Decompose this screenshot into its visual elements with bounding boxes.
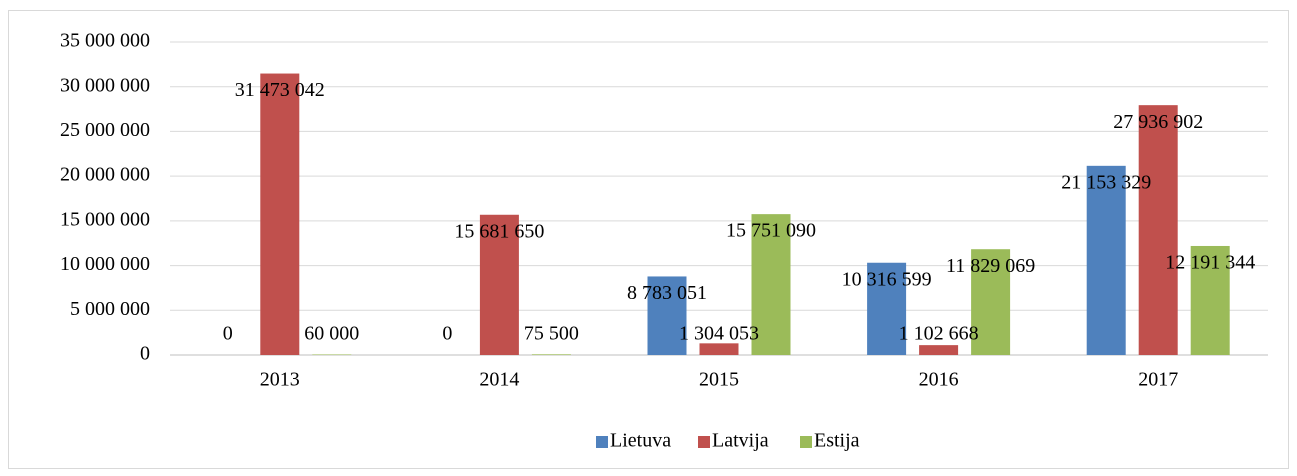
legend-swatch	[698, 436, 710, 448]
x-tick-label: 2015	[699, 369, 739, 391]
bar	[751, 214, 791, 355]
bar	[1138, 105, 1178, 355]
bar	[971, 249, 1011, 355]
x-tick-label: 2017	[1138, 369, 1178, 391]
y-tick-label: 35 000 000	[60, 30, 150, 52]
bar	[312, 354, 352, 355]
y-tick-label: 20 000 000	[60, 164, 150, 186]
x-tick-label: 2013	[260, 369, 300, 391]
bar	[919, 345, 959, 355]
bar	[260, 73, 300, 356]
data-label: 60 000	[304, 323, 359, 345]
data-label: 15 751 090	[726, 220, 816, 242]
legend-label: Latvija	[712, 430, 769, 452]
legend-label: Estija	[814, 430, 860, 452]
y-tick-label: 10 000 000	[60, 253, 150, 275]
data-label: 1 304 053	[679, 323, 759, 345]
y-tick-label: 5 000 000	[70, 298, 150, 320]
data-label: 11 829 069	[946, 255, 1035, 277]
bar	[647, 276, 687, 355]
data-label: 27 936 902	[1113, 111, 1203, 133]
bar	[531, 354, 571, 355]
y-tick-label: 15 000 000	[60, 208, 150, 230]
y-tick-label: 25 000 000	[60, 119, 150, 141]
x-tick-label: 2014	[479, 369, 519, 391]
data-label: 0	[442, 323, 452, 345]
data-label: 10 316 599	[842, 268, 932, 290]
data-label: 12 191 344	[1165, 252, 1255, 274]
bar	[699, 343, 739, 355]
data-label: 21 153 329	[1061, 171, 1151, 193]
y-tick-label: 30 000 000	[60, 74, 150, 96]
data-label: 8 783 051	[627, 282, 707, 304]
bar	[867, 262, 907, 355]
y-tick-label: 0	[140, 343, 150, 365]
legend-swatch	[800, 436, 812, 448]
legend-label: Lietuva	[610, 430, 671, 452]
data-label: 1 102 668	[899, 323, 979, 345]
data-label: 15 681 650	[454, 220, 544, 242]
data-label: 31 473 042	[235, 79, 325, 101]
x-tick-label: 2016	[919, 369, 959, 391]
data-label: 75 500	[524, 323, 579, 345]
bar	[1190, 245, 1230, 355]
bar	[1086, 165, 1126, 355]
legend-swatch	[596, 436, 608, 448]
bar	[479, 214, 519, 355]
data-label: 0	[223, 323, 233, 345]
